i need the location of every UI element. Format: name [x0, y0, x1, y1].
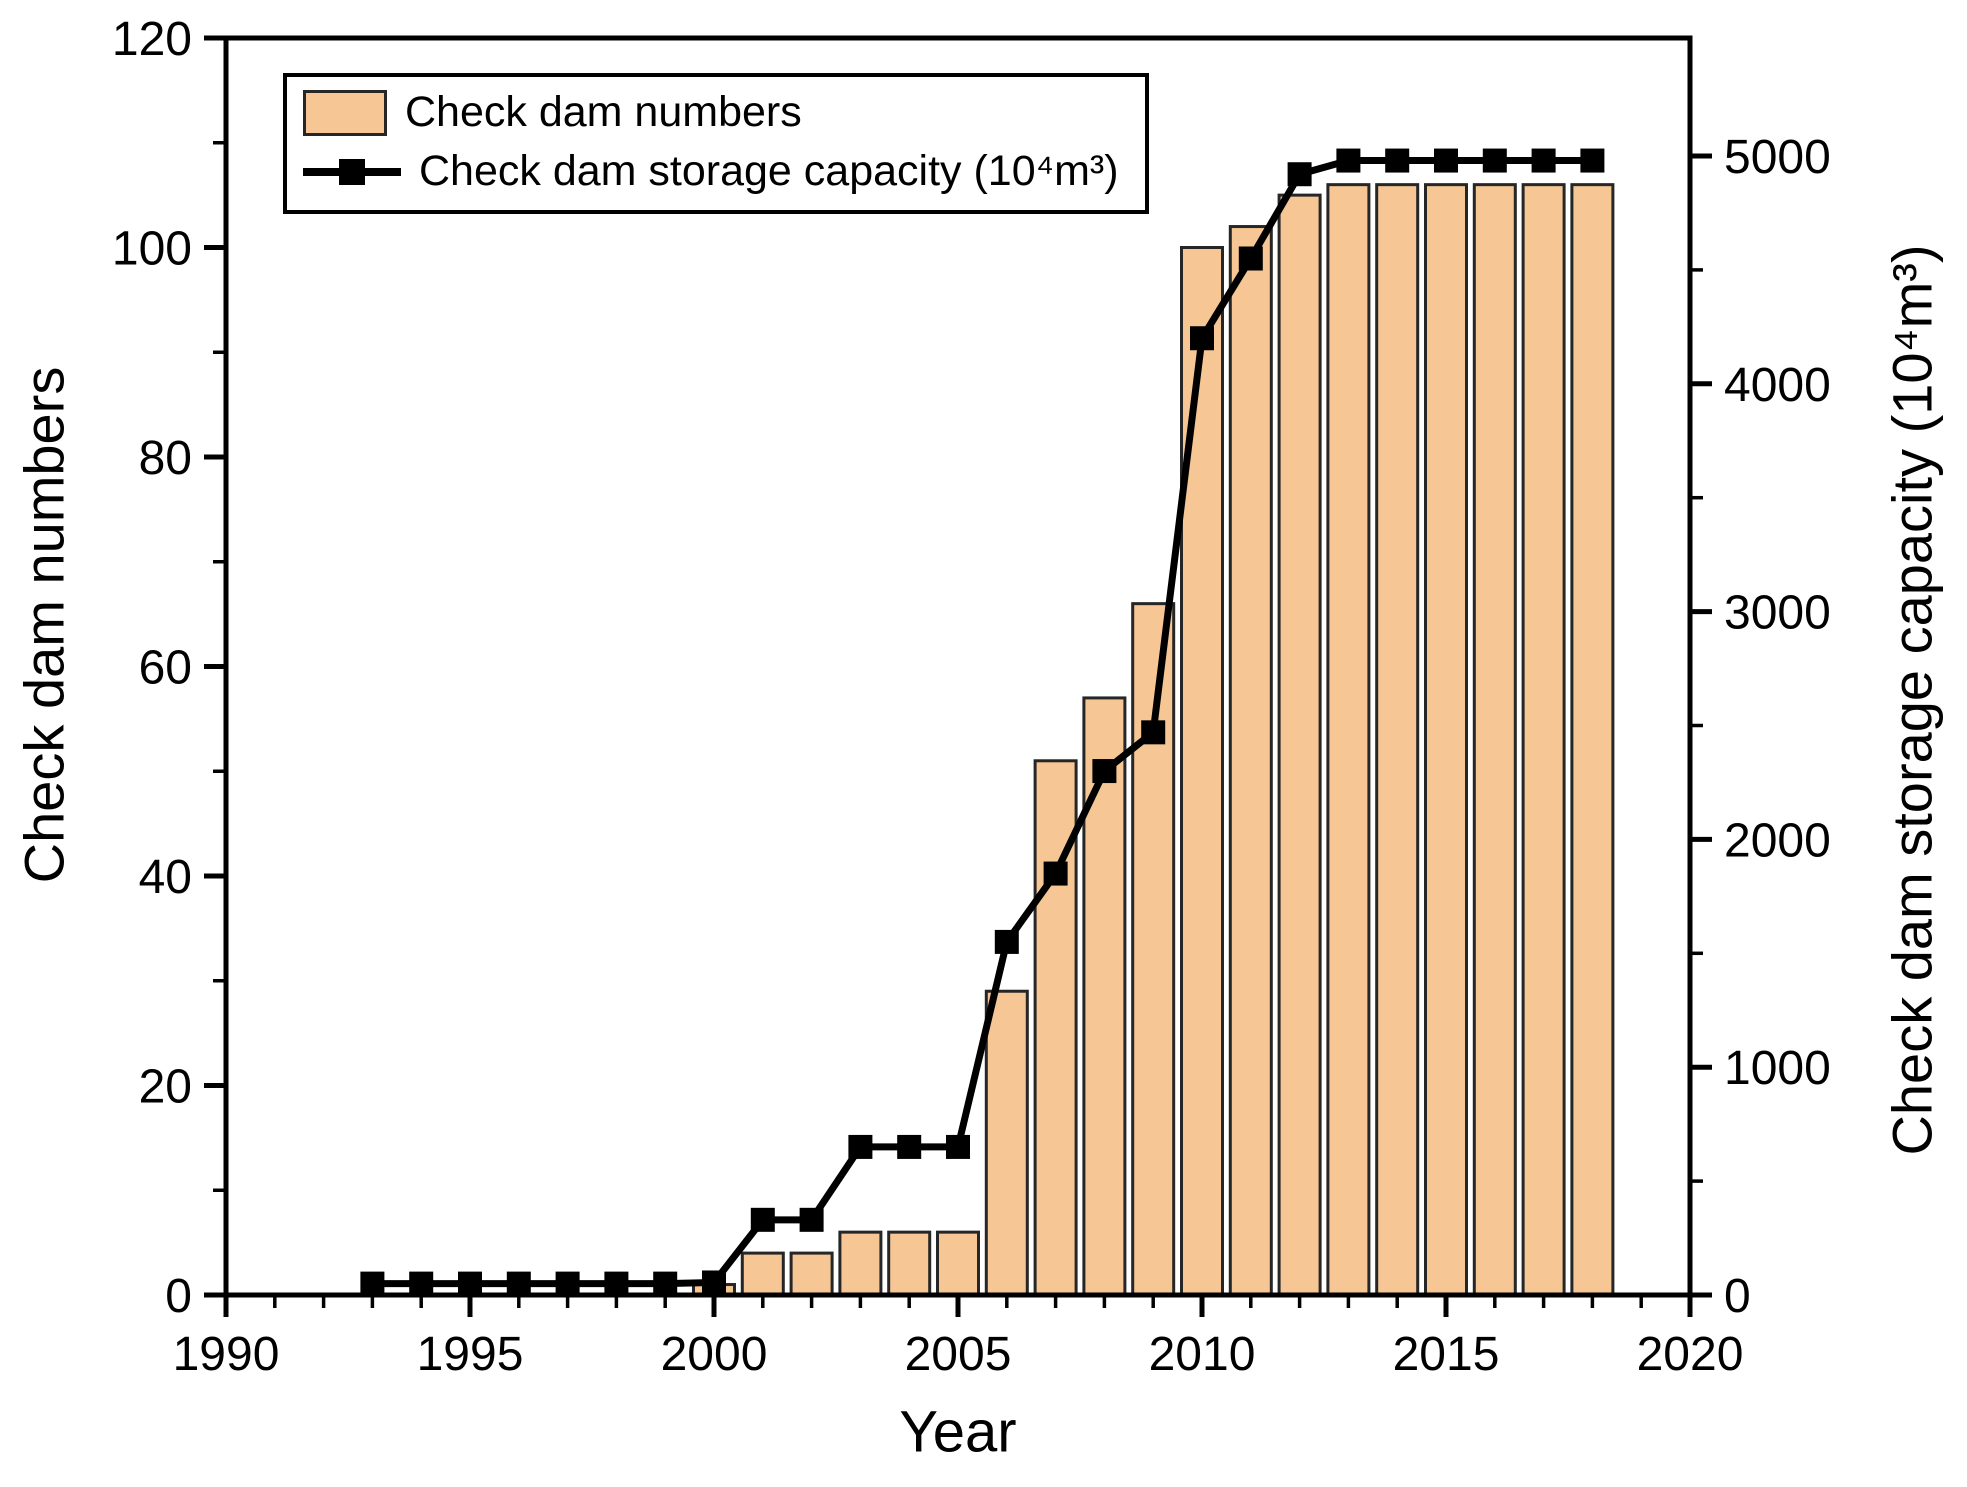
bar-2018 — [1570, 183, 1615, 1297]
marker-2011 — [1238, 246, 1263, 271]
marker-2007 — [1043, 861, 1068, 886]
bar-2003 — [838, 1230, 883, 1297]
bar-2011 — [1228, 225, 1273, 1297]
marker-2006 — [994, 929, 1019, 954]
bar-2016 — [1472, 183, 1517, 1297]
marker-2014 — [1385, 148, 1410, 173]
marker-2017 — [1531, 148, 1556, 173]
marker-2005 — [946, 1134, 970, 1159]
right-tick-label-1000: 1000 — [1724, 1042, 1831, 1095]
x-tick-label-2015: 2015 — [1393, 1328, 1500, 1381]
bar-2006 — [984, 989, 1029, 1297]
bar-2014 — [1375, 183, 1420, 1297]
marker-2004 — [897, 1134, 922, 1159]
x-tick-label-2005: 2005 — [905, 1328, 1012, 1381]
marker-2013 — [1336, 148, 1361, 173]
bar-2008 — [1082, 696, 1127, 1297]
y-axis-title-right: Check dam storage capacity (10⁴m³) — [1880, 244, 1944, 1156]
right-tick-label-4000: 4000 — [1724, 359, 1831, 412]
legend-item-bars: Check dam numbers — [303, 88, 1119, 136]
legend-square-marker-icon — [339, 158, 365, 185]
right-tick-label-2000: 2000 — [1724, 814, 1831, 867]
marker-2000 — [702, 1270, 726, 1295]
bar-2004 — [887, 1230, 932, 1297]
bar-2001 — [740, 1251, 785, 1297]
left-tick-label-80: 80 — [139, 432, 192, 485]
right-tick-label-5000: 5000 — [1724, 131, 1831, 184]
left-tick-label-100: 100 — [112, 223, 192, 276]
marker-1996 — [506, 1271, 531, 1296]
marker-2009 — [1141, 720, 1166, 745]
marker-1993 — [360, 1271, 385, 1296]
marker-2016 — [1482, 148, 1507, 173]
marker-2018 — [1580, 148, 1605, 173]
marker-2003 — [848, 1134, 873, 1159]
marker-2002 — [799, 1207, 824, 1232]
legend-bar-label: Check dam numbers — [405, 88, 802, 136]
marker-1994 — [409, 1271, 434, 1296]
bar-2010 — [1180, 246, 1224, 1297]
marker-2010 — [1190, 326, 1214, 351]
left-tick-label-60: 60 — [139, 642, 192, 695]
bar-2015 — [1424, 183, 1468, 1297]
marker-1999 — [653, 1271, 678, 1296]
legend-bar-swatch — [303, 89, 387, 136]
bar-2002 — [789, 1251, 834, 1297]
x-axis-title: Year — [899, 1399, 1017, 1465]
x-tick-label-2020: 2020 — [1637, 1328, 1744, 1381]
plot-border — [223, 35, 1693, 1298]
left-tick-label-120: 120 — [112, 13, 192, 66]
left-tick-label-0: 0 — [165, 1270, 192, 1323]
marker-1998 — [604, 1271, 629, 1296]
marker-1997 — [555, 1271, 580, 1296]
bar-2017 — [1521, 183, 1566, 1297]
left-tick-label-40: 40 — [139, 851, 192, 904]
y-axis-title-left: Check dam numbers — [12, 366, 76, 884]
x-tick-label-2000: 2000 — [661, 1328, 768, 1381]
legend-line-marker-sample — [303, 157, 401, 187]
marker-2008 — [1092, 759, 1117, 784]
bar-2012 — [1277, 193, 1322, 1297]
marker-2001 — [750, 1207, 775, 1232]
x-tick-label-2010: 2010 — [1149, 1328, 1256, 1381]
bar-2005 — [936, 1230, 980, 1297]
x-tick-label-1995: 1995 — [417, 1328, 524, 1381]
bar-2013 — [1326, 183, 1371, 1297]
left-tick-label-20: 20 — [139, 1061, 192, 1114]
legend-line-label: Check dam storage capacity (10⁴m³) — [419, 147, 1119, 196]
marker-2012 — [1287, 162, 1312, 187]
right-tick-label-0: 0 — [1724, 1270, 1751, 1323]
legend-item-line: Check dam storage capacity (10⁴m³) — [303, 147, 1119, 196]
right-tick-label-3000: 3000 — [1724, 587, 1831, 640]
marker-2015 — [1434, 148, 1458, 173]
legend: Check dam numbers Check dam storage capa… — [283, 73, 1149, 214]
x-tick-label-1990: 1990 — [173, 1328, 280, 1381]
marker-1995 — [458, 1271, 482, 1296]
